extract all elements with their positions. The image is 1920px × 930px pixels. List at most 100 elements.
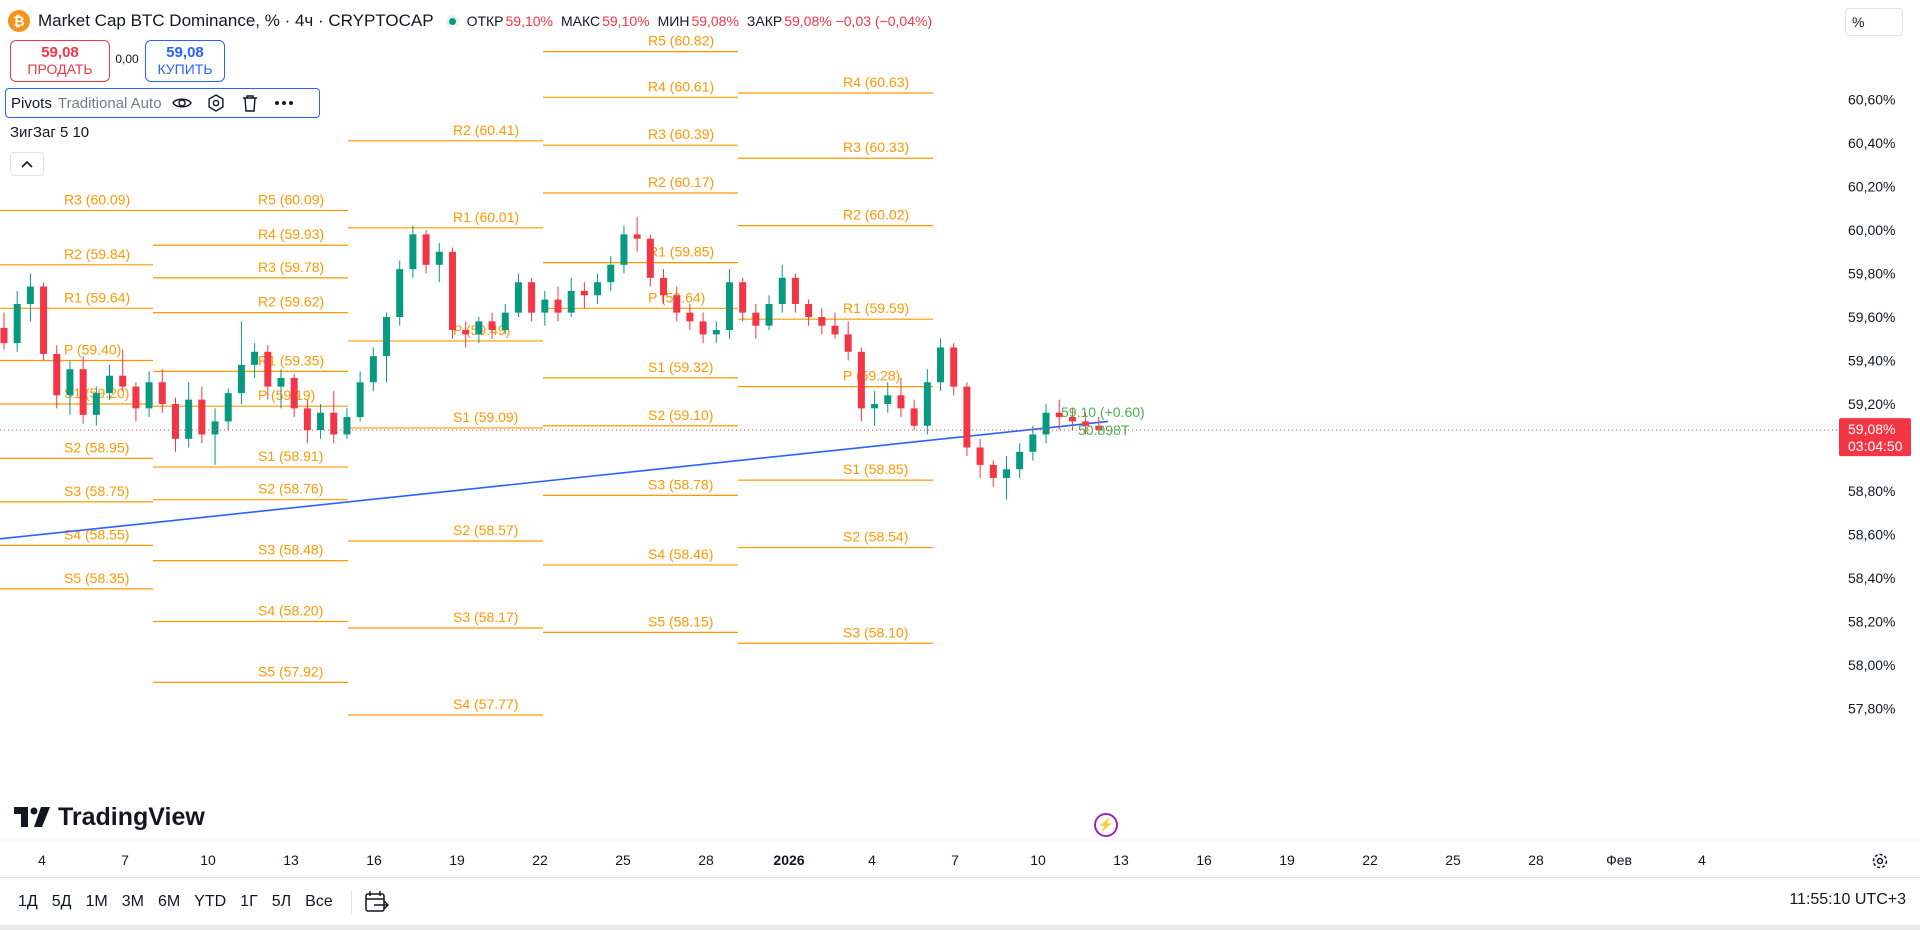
candle-body: [976, 447, 984, 465]
candle-body: [145, 382, 153, 409]
price-tick-label: 59,40%: [1848, 353, 1895, 369]
chevron-up-icon[interactable]: [10, 152, 44, 176]
open-value: 59,10%: [505, 13, 553, 29]
time-tick-label: 4: [38, 852, 46, 868]
zigzag-volume-label: 50.898T: [1078, 422, 1130, 438]
tradingview-logo[interactable]: TradingView: [14, 800, 205, 834]
candle-body: [264, 351, 272, 387]
eye-icon[interactable]: [168, 90, 196, 116]
time-tick-label: 25: [1445, 852, 1461, 868]
candle-body: [66, 369, 74, 396]
candle-body: [805, 303, 813, 317]
pivot-label: R2 (59.62): [258, 294, 324, 310]
indicator-zigzag[interactable]: ЗигЗаг 5 10: [10, 124, 90, 141]
pivot-label: S2 (59.10): [648, 407, 713, 423]
candle-body: [475, 321, 483, 335]
range-1m[interactable]: 1М: [85, 892, 108, 910]
trendline: [0, 420, 1109, 540]
candle-body: [963, 386, 971, 448]
candle-body: [739, 282, 747, 313]
range-1d[interactable]: 1Д: [18, 892, 38, 910]
calendar-goto-icon[interactable]: [362, 887, 392, 917]
candle-body: [791, 277, 799, 304]
more-icon[interactable]: [270, 90, 298, 116]
candle-body: [290, 377, 298, 409]
price-tick-label: 59,20%: [1848, 396, 1895, 412]
range-5y[interactable]: 5Л: [271, 892, 292, 910]
close-value: 59,08% −0,03 (−0,04%): [784, 13, 933, 29]
time-tick-label: 16: [366, 852, 382, 868]
time-tick-label: 7: [951, 852, 959, 868]
bottom-strip: [0, 925, 1920, 930]
candle-body: [752, 312, 760, 326]
pivot-label: S4 (57.77): [453, 696, 518, 712]
time-tick-label: 19: [1279, 852, 1295, 868]
symbol-title[interactable]: Market Cap BTC Dominance, % · 4ч · CRYPT…: [38, 11, 434, 30]
candle-body: [818, 317, 826, 326]
pivot-label: R2 (60.02): [843, 207, 909, 223]
time-tick-label: 7: [121, 852, 129, 868]
price-tick-label: 58,60%: [1848, 527, 1895, 543]
trash-icon[interactable]: [236, 90, 264, 116]
buy-label: КУПИТЬ: [157, 61, 213, 77]
market-status-icon[interactable]: [445, 14, 459, 28]
last-price-value: 59,08%: [1848, 421, 1895, 437]
gear-icon[interactable]: [1868, 849, 1892, 873]
candle-body: [448, 251, 456, 331]
candle-body: [317, 412, 325, 431]
time-tick-label: 10: [200, 852, 216, 868]
pivot-label: S1 (59.09): [453, 409, 518, 425]
candle-body: [1068, 417, 1076, 422]
settings-icon[interactable]: [202, 90, 230, 116]
pivot-label: S5 (58.35): [64, 570, 129, 586]
pivot-label: P (59.28): [843, 368, 900, 384]
pivot-label: S3 (58.17): [453, 609, 518, 625]
pivot-label: S3 (58.48): [258, 542, 323, 558]
open-label: ОТКР: [466, 13, 504, 29]
indicator-pivots[interactable]: Pivots Traditional Auto: [5, 88, 320, 118]
logo-text: TradingView: [58, 802, 205, 831]
bottom-toolbar: 1Д 5Д 1М 3М 6М YTD 1Г 5Л Все 11:55:10 UT…: [0, 877, 1920, 925]
indicator-name[interactable]: Pivots: [11, 94, 52, 112]
lightning-icon[interactable]: ⚡: [1094, 813, 1118, 837]
price-chart[interactable]: R3 (60.09) R2 (59.84) R1 (59.64) P (59.40) S…: [0, 0, 1920, 877]
pivot-label: R1 (59.85): [648, 244, 714, 260]
pivot-label: R3 (60.09): [64, 191, 130, 207]
candle-body: [356, 382, 364, 418]
candle-body: [633, 234, 641, 239]
candle-body: [1016, 451, 1024, 470]
pivot-label: S1 (59.32): [648, 359, 713, 375]
pivot-label: R1 (59.64): [64, 289, 130, 305]
candle-body: [158, 382, 166, 404]
candle-body: [237, 364, 245, 394]
range-all[interactable]: Все: [305, 892, 333, 910]
candle-body: [528, 282, 536, 313]
range-1y[interactable]: 1Г: [240, 892, 258, 910]
pivot-label: S1 (58.85): [843, 461, 908, 477]
pivot-label: R4 (60.61): [648, 78, 714, 94]
price-tick-label: 59,60%: [1848, 309, 1895, 325]
clock-timezone[interactable]: 11:55:10 UTC+3: [1789, 891, 1906, 908]
time-tick-label: 4: [868, 852, 876, 868]
candle-body: [950, 347, 958, 387]
price-unit-select[interactable]: %: [1845, 8, 1903, 36]
candle-body: [119, 375, 127, 387]
range-5d[interactable]: 5Д: [51, 892, 72, 910]
candle-body: [580, 290, 588, 296]
candle-body: [831, 325, 839, 335]
pivot-label: S1 (58.91): [258, 448, 323, 464]
range-ytd[interactable]: YTD: [194, 892, 227, 910]
range-6m[interactable]: 6М: [157, 892, 181, 910]
buy-button[interactable]: 59,08 КУПИТЬ: [145, 40, 225, 82]
candle-body: [303, 408, 311, 431]
candle-body: [673, 295, 681, 313]
candle-body: [501, 312, 509, 331]
sell-button[interactable]: 59,08 ПРОДАТЬ: [10, 40, 110, 82]
candle-body: [171, 404, 179, 439]
pivot-label: R1 (59.59): [843, 300, 909, 316]
candle-body: [211, 421, 219, 435]
range-3m[interactable]: 3М: [121, 892, 144, 910]
countdown-value: 03:04:50: [1848, 438, 1903, 454]
candle-body: [607, 264, 615, 283]
